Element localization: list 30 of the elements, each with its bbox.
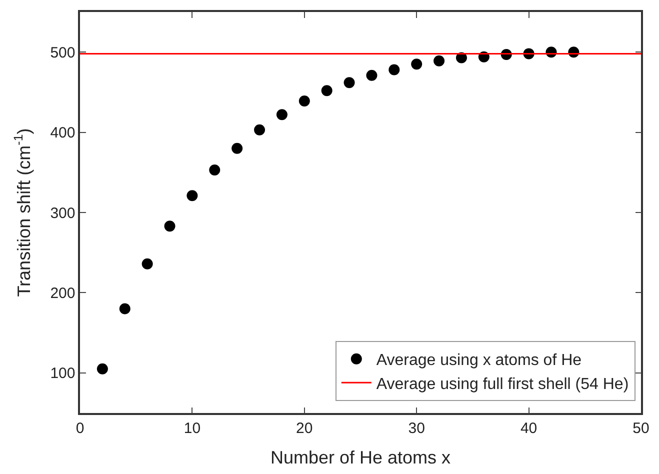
point <box>366 70 378 81</box>
point <box>142 258 153 270</box>
point <box>321 85 332 96</box>
point <box>276 109 288 120</box>
point <box>232 142 243 154</box>
x-tick-label: 50 <box>632 420 650 437</box>
point <box>298 96 310 107</box>
y-tick-label: 200 <box>50 284 76 302</box>
y-tick-label: 100 <box>50 365 76 382</box>
y-tick-label: 500 <box>50 44 76 62</box>
x-tick-label: 40 <box>520 420 538 437</box>
point <box>119 303 130 314</box>
point <box>434 55 445 66</box>
legend-label: Average using full first shell (54 He) <box>376 376 629 393</box>
y-tick-label: 300 <box>50 204 76 222</box>
x-tick-label: 10 <box>184 420 201 437</box>
x-tick-label: 20 <box>296 420 313 437</box>
point <box>164 220 176 232</box>
point <box>96 363 108 374</box>
point <box>388 64 400 76</box>
point <box>209 164 220 176</box>
point <box>411 58 422 70</box>
x-tick-label: 30 <box>408 420 425 437</box>
x-tick-label: 0 <box>76 420 84 437</box>
point <box>186 190 198 202</box>
x-axis-title: Number of He atoms x <box>270 447 451 468</box>
point <box>344 77 355 88</box>
y-tick-label: 400 <box>50 124 76 142</box>
legend-label: Average using x atoms of He <box>376 352 582 370</box>
point <box>254 124 266 136</box>
